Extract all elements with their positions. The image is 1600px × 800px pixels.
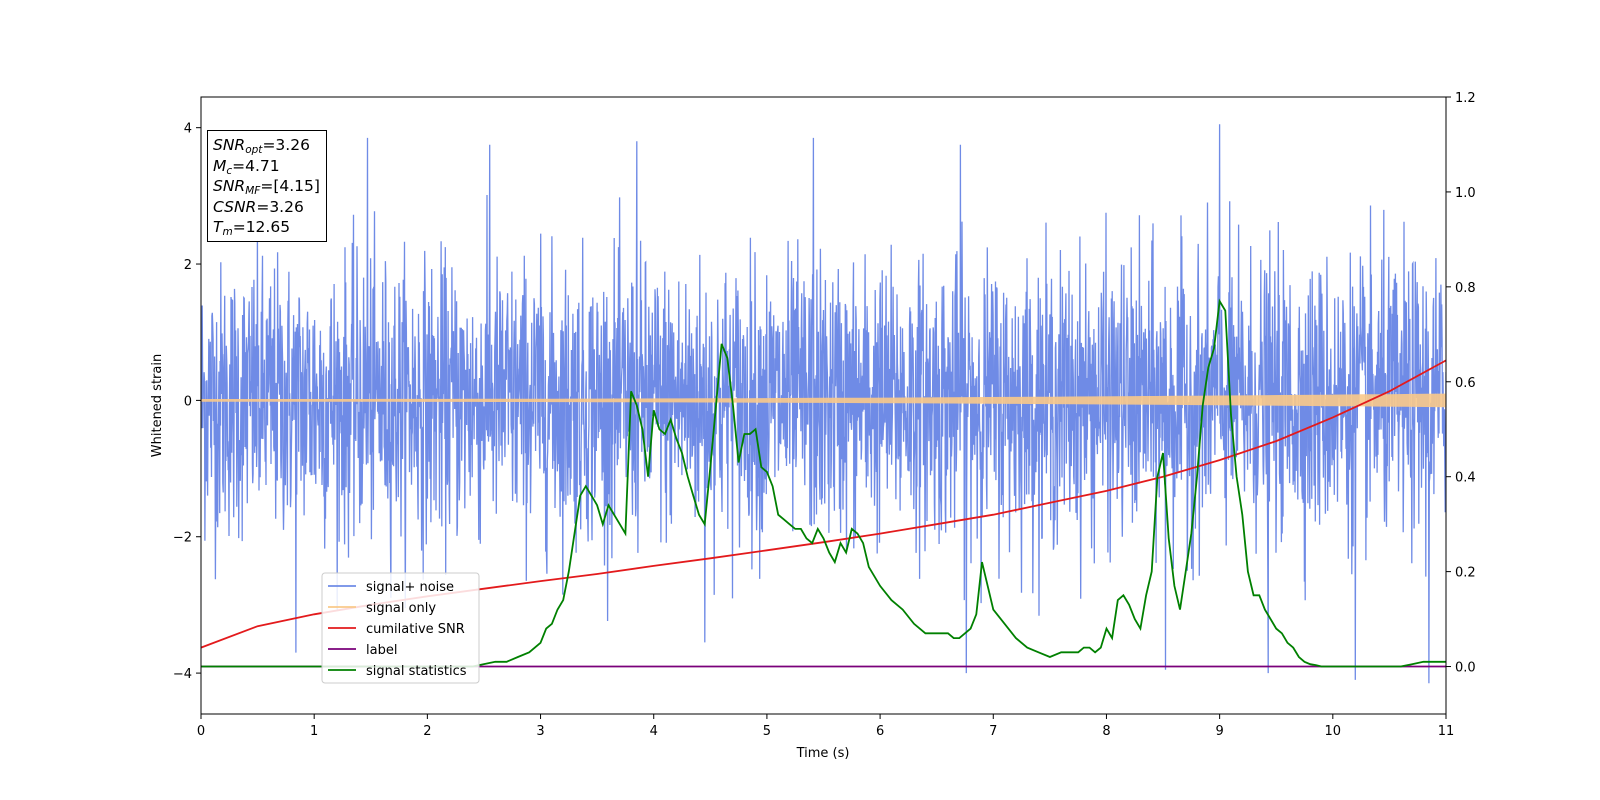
stats-line: SNRopt=3.26: [213, 136, 310, 156]
legend-label: signal statistics: [366, 664, 467, 679]
stats-line: Tm=12.65: [213, 218, 291, 238]
x-tick-label: 0: [197, 724, 205, 739]
stats-annotation-box: SNRopt=3.26 Mc=4.71 SNRMF=[4.15] CSNR=3.26 T…: [207, 130, 327, 242]
series-line-signal-plus-noise: [201, 124, 1446, 684]
legend-label: cumilative SNR: [366, 622, 465, 637]
x-axis: 0 1 2 3 4 5 6 7 8 9 10 11: [197, 714, 1454, 739]
series-line-signal-only: [201, 393, 1446, 408]
series-line-signal-statistics: [201, 298, 1446, 668]
y2-tick-label: 0.6: [1455, 376, 1476, 391]
x-tick-label: 10: [1325, 724, 1342, 739]
y-axis-right: 0.0 0.2 0.4 0.6 0.8 1.0 1.2: [1446, 91, 1476, 676]
stats-line: CSNR=3.26: [213, 197, 304, 216]
x-axis-label: Time (s): [796, 746, 850, 761]
y-tick-label: −4: [173, 667, 192, 682]
legend-label: signal only: [366, 601, 436, 616]
y-axis-label: Whitened strain: [150, 354, 165, 457]
y-tick-label: 4: [184, 122, 192, 137]
y2-tick-label: 1.2: [1455, 91, 1476, 106]
plot-frame: [200, 96, 1447, 715]
y2-tick-label: 0.0: [1455, 661, 1476, 676]
x-tick-label: 9: [1215, 724, 1223, 739]
stats-line: SNRMF=[4.15]: [213, 177, 320, 197]
x-tick-label: 8: [1102, 724, 1110, 739]
x-tick-label: 7: [989, 724, 997, 739]
stats-line: Mc=4.71: [213, 156, 280, 177]
y2-tick-label: 0.8: [1455, 281, 1476, 296]
y-tick-label: 0: [184, 394, 192, 409]
x-tick-label: 11: [1438, 724, 1455, 739]
y2-tick-label: 0.2: [1455, 566, 1476, 581]
x-tick-label: 1: [310, 724, 318, 739]
legend: signal+ noise signal only cumilative SNR la…: [321, 572, 480, 684]
legend-label: label: [366, 643, 397, 658]
legend-label: signal+ noise: [366, 580, 454, 595]
y2-tick-label: 1.0: [1455, 186, 1476, 201]
legend-box: [321, 572, 480, 684]
x-tick-label: 3: [536, 724, 544, 739]
x-tick-label: 2: [423, 724, 431, 739]
y2-tick-label: 0.4: [1455, 471, 1476, 486]
x-tick-label: 6: [876, 724, 884, 739]
x-tick-label: 5: [763, 724, 771, 739]
x-tick-label: 4: [650, 724, 658, 739]
y-axis-left: −4 −2 0 2 4: [173, 122, 201, 682]
y-tick-label: −2: [173, 531, 192, 546]
y-tick-label: 2: [184, 258, 192, 273]
